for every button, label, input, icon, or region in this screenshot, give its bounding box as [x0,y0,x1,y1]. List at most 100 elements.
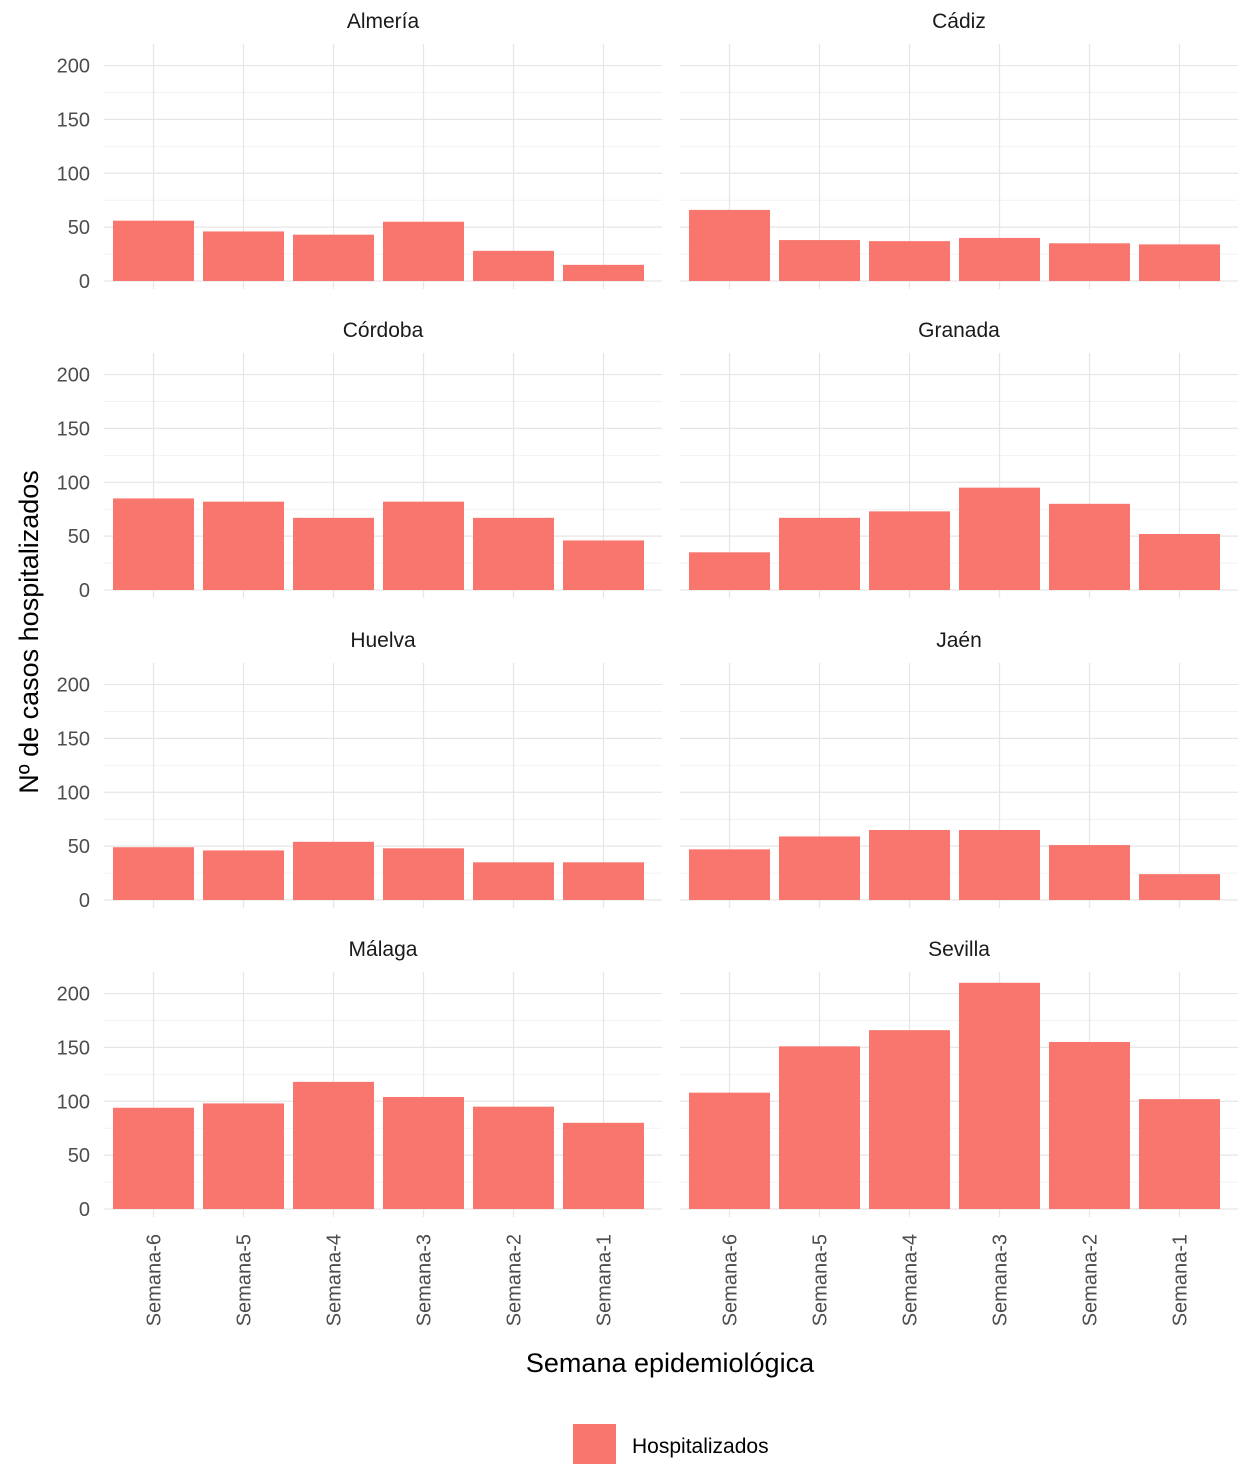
x-tick-label: Semana-1 [594,1234,616,1326]
bar [383,221,464,281]
bar [779,836,860,900]
bar [473,862,554,900]
bar [869,241,950,281]
legend-label: Hospitalizados [632,1435,769,1458]
bar [293,1081,374,1209]
legend: Hospitalizados [573,1424,769,1464]
bar [1139,533,1220,590]
y-tick-label: 150 [57,109,90,131]
bar [869,1030,950,1209]
x-tick-label: Semana-2 [1080,1234,1102,1326]
bar [1049,503,1130,590]
x-tick-label: Semana-5 [234,1234,256,1326]
panel-title: Jaén [936,629,982,652]
y-tick-label: 200 [57,984,90,1006]
bar [689,849,770,900]
bar [203,501,284,590]
bar [113,220,194,281]
bar [293,234,374,281]
y-tick-label: 150 [57,728,90,750]
bar [113,847,194,900]
panel-title: Granada [918,319,1000,342]
bar [779,240,860,281]
bar [293,517,374,590]
bar [959,982,1040,1209]
y-tick-label: 200 [57,675,90,697]
bar [1049,243,1130,281]
bar [383,1096,464,1209]
bar [959,487,1040,590]
bar [1139,244,1220,281]
legend-key-swatch [573,1424,616,1464]
bar [689,209,770,281]
bar [203,850,284,900]
y-tick-label: 0 [79,1199,90,1221]
x-tick-label: Semana-2 [504,1234,526,1326]
x-tick-label: Semana-3 [990,1234,1012,1326]
bar [473,1106,554,1209]
panel-title: Almería [347,10,420,33]
y-tick-label: 200 [57,56,90,78]
panel-1: Cádiz [680,10,1238,289]
panel-4: Huelva 0 50 100 150 200 [57,629,662,912]
y-tick-label: 0 [79,580,90,602]
y-tick-label: 150 [57,418,90,440]
bar [779,1046,860,1209]
y-axis-title: Nº de casos hospitalizados [14,470,44,794]
panel-title: Huelva [350,629,416,652]
y-tick-label: 100 [57,1091,90,1113]
bar [959,237,1040,281]
bar [869,511,950,590]
y-tick-label: 100 [57,472,90,494]
x-tick-label: Semana-6 [144,1234,166,1326]
bar [959,829,1040,900]
x-tick-label: Semana-6 [720,1234,742,1326]
bar [293,841,374,900]
bar [113,1107,194,1209]
panel-5: Jaén [680,629,1238,908]
y-tick-label: 50 [68,217,90,239]
panel-title: Cádiz [932,10,986,33]
bar [203,231,284,281]
y-tick-label: 100 [57,782,90,804]
y-tick-label: 0 [79,890,90,912]
panel-title: Sevilla [928,938,990,961]
y-tick-label: 150 [57,1037,90,1059]
bar [1049,845,1130,900]
bar [1139,874,1220,900]
bar [869,829,950,900]
bar [563,1122,644,1209]
chart-panels: Almería 0 50 100 150 200 Cádiz Córdoba 0 50 100 150… [57,10,1238,1326]
x-tick-label: Semana-5 [810,1234,832,1326]
x-axis-title: Semana epidemiológica [526,1348,815,1378]
x-tick-label: Semana-3 [414,1234,436,1326]
bar [563,862,644,900]
y-tick-label: 100 [57,163,90,185]
x-tick-label: Semana-4 [900,1234,922,1326]
bar [563,540,644,590]
y-tick-label: 0 [79,271,90,293]
bar [473,250,554,281]
panel-6: Málaga 0 50 100 150 200 Semana-6 Semana-5 Semana… [57,938,662,1326]
panel-7: Sevilla Semana-6 Semana-5 Semana-4 Semana-3 S… [680,938,1238,1326]
y-tick-label: 200 [57,365,90,387]
bar [563,264,644,281]
panel-0: Almería 0 50 100 150 200 [57,10,662,293]
y-tick-label: 50 [68,1145,90,1167]
bar [383,501,464,590]
bar [203,1103,284,1209]
panel-title: Málaga [349,938,418,961]
panel-3: Granada [680,319,1238,598]
bar [779,517,860,590]
bar [113,498,194,590]
bar [689,552,770,590]
y-tick-label: 50 [68,836,90,858]
bar [689,1092,770,1209]
bar [473,517,554,590]
x-tick-label: Semana-1 [1170,1234,1192,1326]
bar [1049,1042,1130,1209]
panel-2: Córdoba 0 50 100 150 200 [57,319,662,602]
bar [383,848,464,900]
bar [1139,1099,1220,1209]
